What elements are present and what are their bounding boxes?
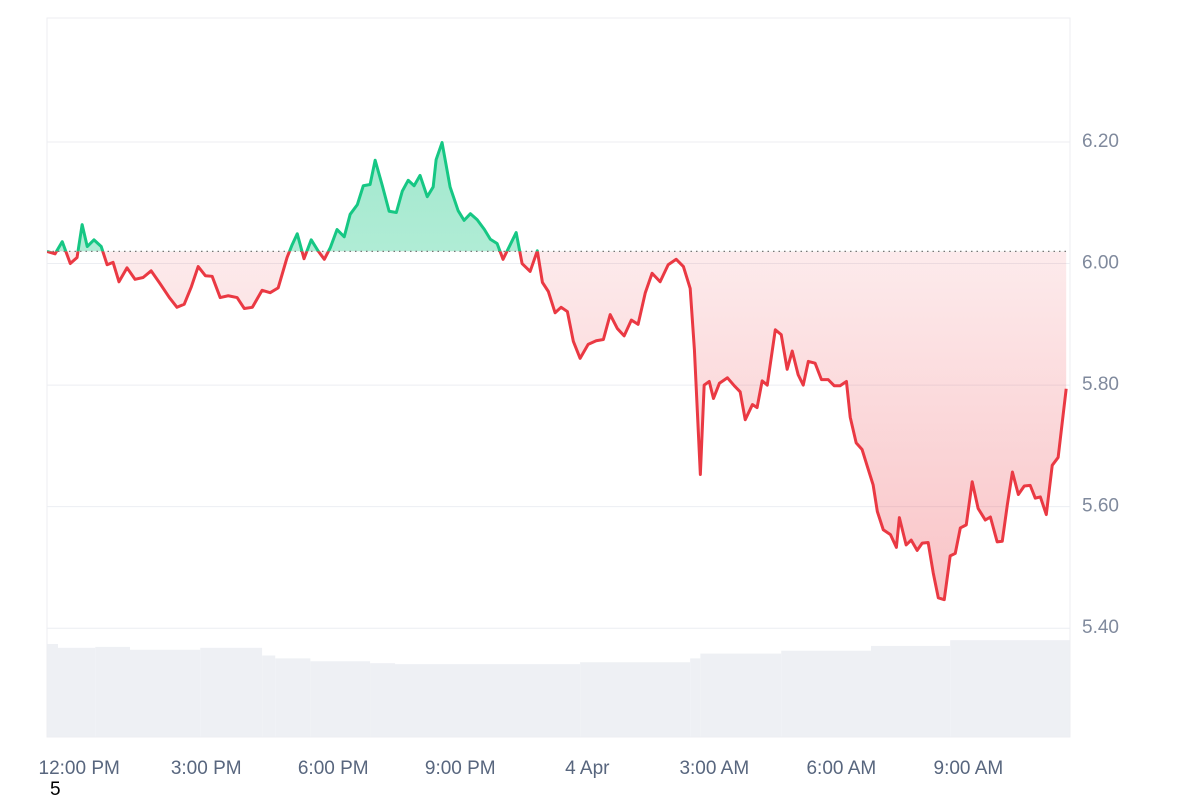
label-layer: 5.40 5.60 5.80 6.00 6.20 12:00 PM 3:00 PM 6:00 … (39, 131, 1119, 779)
x-tick-label: 9:00 PM (425, 758, 496, 779)
volume-bar (200, 647, 263, 737)
y-tick-label: 5.60 (1082, 496, 1119, 517)
volume-bar (262, 655, 276, 737)
price-line-down (47, 251, 1068, 602)
y-tick-label: 5.40 (1082, 617, 1119, 638)
volume-bar (395, 664, 581, 737)
volume-bar (310, 661, 371, 737)
x-tick-label: 12:00 PM (39, 758, 120, 779)
volume-bar (275, 658, 311, 737)
plot-frame (46, 17, 1071, 738)
volume-bar (47, 644, 59, 737)
volume-bar (700, 653, 782, 737)
volume-bar (370, 663, 396, 737)
plot-layer (47, 141, 1070, 602)
x-tick-label: 6:00 PM (298, 758, 369, 779)
x-tick-label: 9:00 AM (934, 758, 1004, 779)
volume-bar (870, 645, 951, 737)
x-tick-label: 3:00 PM (171, 758, 242, 779)
x-tick-label: 4 Apr (565, 758, 610, 779)
volume-bar (580, 662, 691, 737)
y-tick-label: 6.00 (1082, 253, 1119, 274)
volume-bar (95, 646, 130, 737)
volume-bar (129, 649, 201, 737)
volume-bar (690, 658, 701, 737)
y-tick-label: 5.80 (1082, 374, 1119, 395)
footer-label: 5 (50, 779, 61, 800)
volume-layer (47, 640, 1070, 737)
y-tick-label: 6.20 (1082, 131, 1119, 152)
x-tick-label: 3:00 AM (679, 758, 749, 779)
volume-bar (950, 640, 1070, 737)
volume-bar (58, 647, 96, 737)
x-tick-label: 6:00 AM (806, 758, 876, 779)
area-down (47, 251, 1067, 600)
volume-bar (781, 650, 871, 737)
